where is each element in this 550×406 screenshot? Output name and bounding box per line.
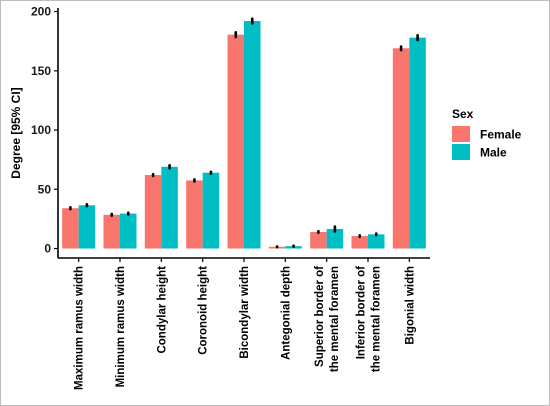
legend-title: Sex — [452, 107, 474, 121]
y-tick-label: 50 — [38, 182, 52, 196]
x-tick-label: Condylar height — [156, 266, 168, 354]
x-tick-label-line: Condylar height — [156, 266, 168, 354]
x-tick-label-line: Bigonial width — [404, 266, 416, 345]
x-tick-label-line: the mental foramen — [329, 266, 341, 372]
legend-label-female: Female — [480, 128, 522, 142]
legend-key-male — [452, 144, 470, 160]
x-tick-label-line: Maximum ramus width — [74, 266, 86, 390]
x-tick-label-line: the mental foramen — [371, 266, 383, 372]
bar-male — [244, 21, 261, 249]
y-tick-label: 200 — [31, 5, 51, 19]
bar-female — [227, 34, 244, 249]
bar-male — [120, 213, 137, 249]
bar-male — [161, 166, 178, 249]
bar-male — [409, 37, 426, 249]
x-tick-label: Coronoid height — [198, 266, 210, 355]
x-tick-label: Minimum ramus width — [115, 266, 127, 387]
x-tick-label: Bigonial width — [404, 266, 416, 345]
bar-female — [351, 236, 368, 249]
legend-key-female — [452, 126, 470, 142]
x-tick-label: Inferior border of the mental foramen — [356, 266, 383, 372]
bar-female — [310, 231, 327, 249]
x-tick-label: Antegonial depth — [280, 266, 292, 360]
y-tick-label: 150 — [31, 64, 51, 78]
bar-male — [368, 234, 385, 249]
bar-female — [62, 208, 79, 249]
x-tick-label-line: Superior border of — [314, 266, 326, 367]
x-tick-label-line: Bicondylar width — [239, 266, 251, 359]
y-axis-title: Degree [95% CI] — [9, 87, 23, 178]
x-tick-label: Maximum ramus width — [74, 266, 86, 390]
x-tick-label: Superior border of the mental foramen — [314, 266, 341, 372]
y-tick-label: 0 — [44, 242, 51, 256]
x-tick-label-line: Antegonial depth — [280, 266, 292, 360]
bar-female — [392, 48, 410, 249]
bar-female — [103, 214, 120, 249]
x-tick-label-line: Inferior border of — [356, 266, 368, 359]
bar-female — [186, 180, 203, 249]
bar-male — [202, 172, 220, 249]
bar-female — [144, 175, 162, 249]
x-tick-label-line: Minimum ramus width — [115, 266, 127, 387]
x-tick-label-line: Coronoid height — [198, 266, 210, 355]
y-tick-label: 100 — [31, 123, 51, 137]
bar-male — [326, 228, 344, 249]
legend-label-male: Male — [480, 146, 507, 160]
plot-area: 0 50 100 150 200 Degree [95% CI] Maximum ramus… — [9, 5, 430, 390]
bar-male — [78, 205, 96, 249]
x-tick-label: Bicondylar width — [239, 266, 251, 359]
legend: Sex Female Male — [452, 107, 522, 160]
